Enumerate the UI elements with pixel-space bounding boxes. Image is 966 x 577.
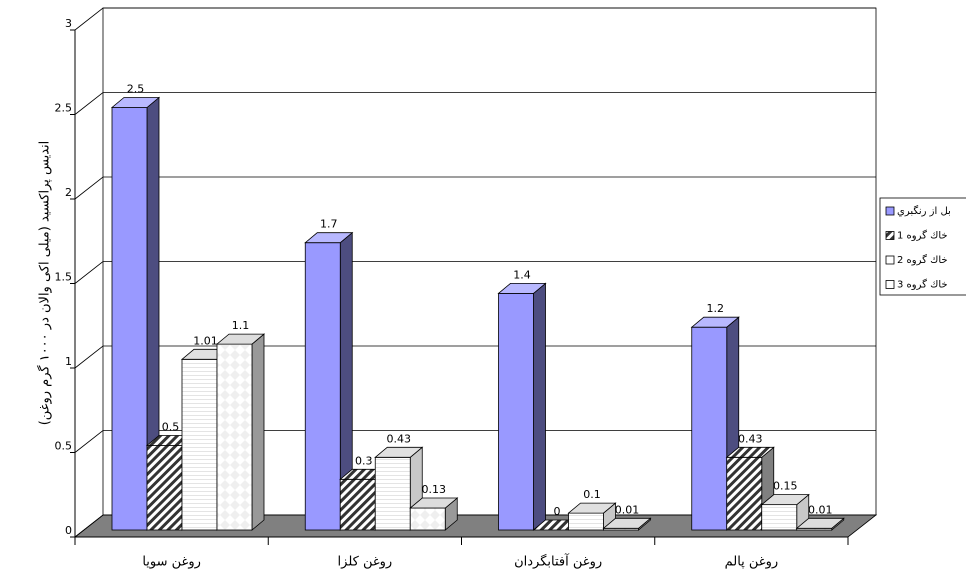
data-label: 0: [554, 505, 561, 518]
bar: [726, 456, 763, 531]
bar-top: [690, 316, 740, 328]
data-label: 0.3: [355, 454, 373, 467]
bar-top: [304, 232, 354, 244]
bar-top: [215, 333, 266, 345]
legend-swatch: [885, 206, 895, 216]
y-tick-label: 1.5: [55, 271, 73, 284]
data-label: 0.43: [387, 432, 412, 445]
y-axis-title: اندیس پراکسید (میلی اکی والان در ۱۰۰۰ گر…: [37, 141, 53, 426]
bar-top: [567, 502, 617, 514]
bar: [568, 512, 604, 531]
bar: [691, 326, 728, 531]
bar: [146, 445, 183, 531]
data-label: 1.2: [707, 302, 725, 315]
data-label: 1.1: [232, 319, 250, 332]
data-label: 0.43: [738, 432, 763, 445]
bar: [374, 456, 411, 531]
bar-top: [497, 282, 547, 294]
bar: [304, 242, 341, 531]
bar-top: [602, 517, 652, 529]
bar: [339, 478, 376, 531]
bar-top: [409, 497, 459, 509]
y-tick-label: 0: [65, 524, 72, 537]
y-tick-label: 2.5: [55, 102, 73, 115]
y-tick-label: 3: [65, 17, 72, 30]
bar-top: [110, 97, 161, 108]
y-tick-label: 1: [65, 355, 72, 368]
bar: [111, 107, 148, 531]
data-label: 0.1: [583, 488, 601, 501]
x-tick-label: روغن آفتابگردان: [514, 553, 602, 570]
data-label: 0.01: [615, 503, 640, 516]
bar: [761, 504, 798, 531]
grid-line: [74, 514, 876, 538]
y-tick-label: 2: [65, 186, 72, 199]
legend-label: خاك گروه 1: [897, 230, 948, 242]
data-label: 1.7: [320, 218, 338, 231]
grid-line: [74, 176, 876, 200]
bar: [181, 358, 218, 531]
x-tick-label: روغن كلزا: [338, 555, 393, 570]
bar: [409, 507, 446, 531]
data-label: 0.5: [162, 421, 180, 434]
y-tick-label: 0.5: [55, 440, 73, 453]
data-label: 2.5: [127, 83, 145, 96]
data-label: 0.15: [773, 480, 798, 493]
grid-line: [74, 92, 876, 115]
bar-top: [725, 446, 775, 458]
legend-label: خاك گروه 3: [897, 279, 948, 291]
legend-label: خاك گروه 2: [897, 254, 948, 266]
bar-top: [760, 494, 810, 506]
bar-top: [374, 446, 424, 458]
legend-swatch: [885, 280, 895, 289]
bar-top: [795, 517, 845, 529]
grid-line: [74, 261, 876, 284]
grid-line: [74, 430, 876, 453]
data-label: 0.13: [422, 483, 447, 496]
bar-side: [533, 282, 546, 531]
x-tick-label: روغن سويا: [142, 555, 201, 570]
data-label: 0.01: [808, 503, 833, 516]
legend-swatch: [885, 231, 895, 240]
legend-swatch: [885, 255, 895, 265]
legend-label: بل از رنگبري: [897, 205, 951, 217]
bar: [216, 343, 253, 531]
data-label: 1.01: [193, 334, 218, 347]
bar: [498, 292, 534, 531]
grid-line: [74, 345, 876, 369]
x-tick-label: روغن پالم: [725, 555, 779, 570]
data-label: 1.4: [513, 268, 531, 281]
grid-line: [74, 7, 876, 31]
bar-side: [251, 333, 265, 531]
